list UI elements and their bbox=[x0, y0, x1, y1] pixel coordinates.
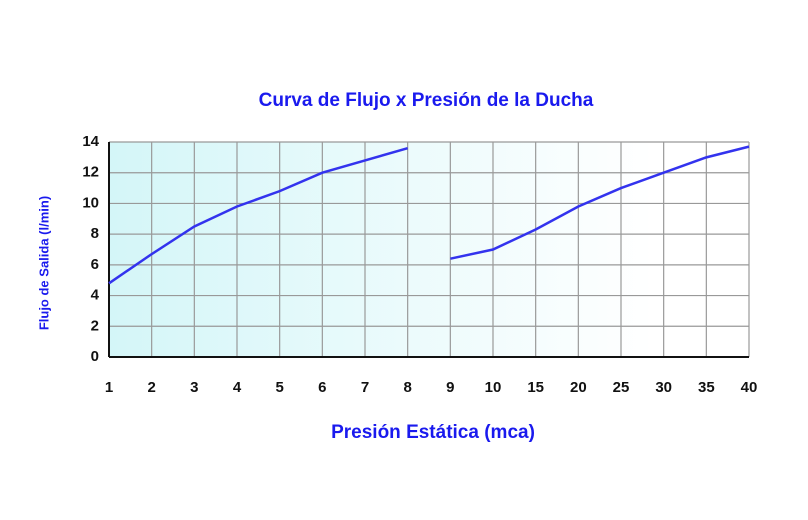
data-line bbox=[108, 146, 409, 285]
plot-area bbox=[109, 142, 749, 357]
x-tick-label: 7 bbox=[361, 379, 369, 396]
x-tick-label: 30 bbox=[655, 379, 672, 396]
y-tick-label: 12 bbox=[82, 164, 99, 181]
y-tick-label: 2 bbox=[91, 317, 99, 334]
x-tick-label: 9 bbox=[446, 379, 454, 396]
y-tick-label: 6 bbox=[91, 256, 99, 273]
x-tick-label: 10 bbox=[485, 379, 502, 396]
y-tick-label: 0 bbox=[91, 348, 99, 365]
x-tick-label: 8 bbox=[403, 379, 411, 396]
y-tick-label: 8 bbox=[91, 225, 99, 242]
y-axis-label: Flujo de Salida (l/min) bbox=[36, 196, 51, 330]
x-tick-label: 1 bbox=[105, 379, 113, 396]
data-line bbox=[450, 145, 750, 260]
y-tick-label: 10 bbox=[82, 194, 99, 211]
x-tick-label: 2 bbox=[147, 379, 155, 396]
chart-title: Curva de Flujo x Presión de la Ducha bbox=[259, 90, 594, 111]
x-axis-label: Presión Estática (mca) bbox=[331, 422, 535, 443]
y-tick-label: 4 bbox=[91, 287, 100, 304]
x-tick-label: 3 bbox=[190, 379, 198, 396]
x-tick-label: 4 bbox=[233, 379, 242, 396]
x-tick-label: 5 bbox=[275, 379, 283, 396]
y-tick-label: 14 bbox=[82, 133, 99, 150]
x-tick-label: 20 bbox=[570, 379, 587, 396]
x-tick-label: 15 bbox=[527, 379, 544, 396]
x-tick-label: 35 bbox=[698, 379, 715, 396]
x-tick-label: 40 bbox=[741, 379, 758, 396]
x-tick-label: 25 bbox=[613, 379, 630, 396]
x-tick-label: 6 bbox=[318, 379, 326, 396]
